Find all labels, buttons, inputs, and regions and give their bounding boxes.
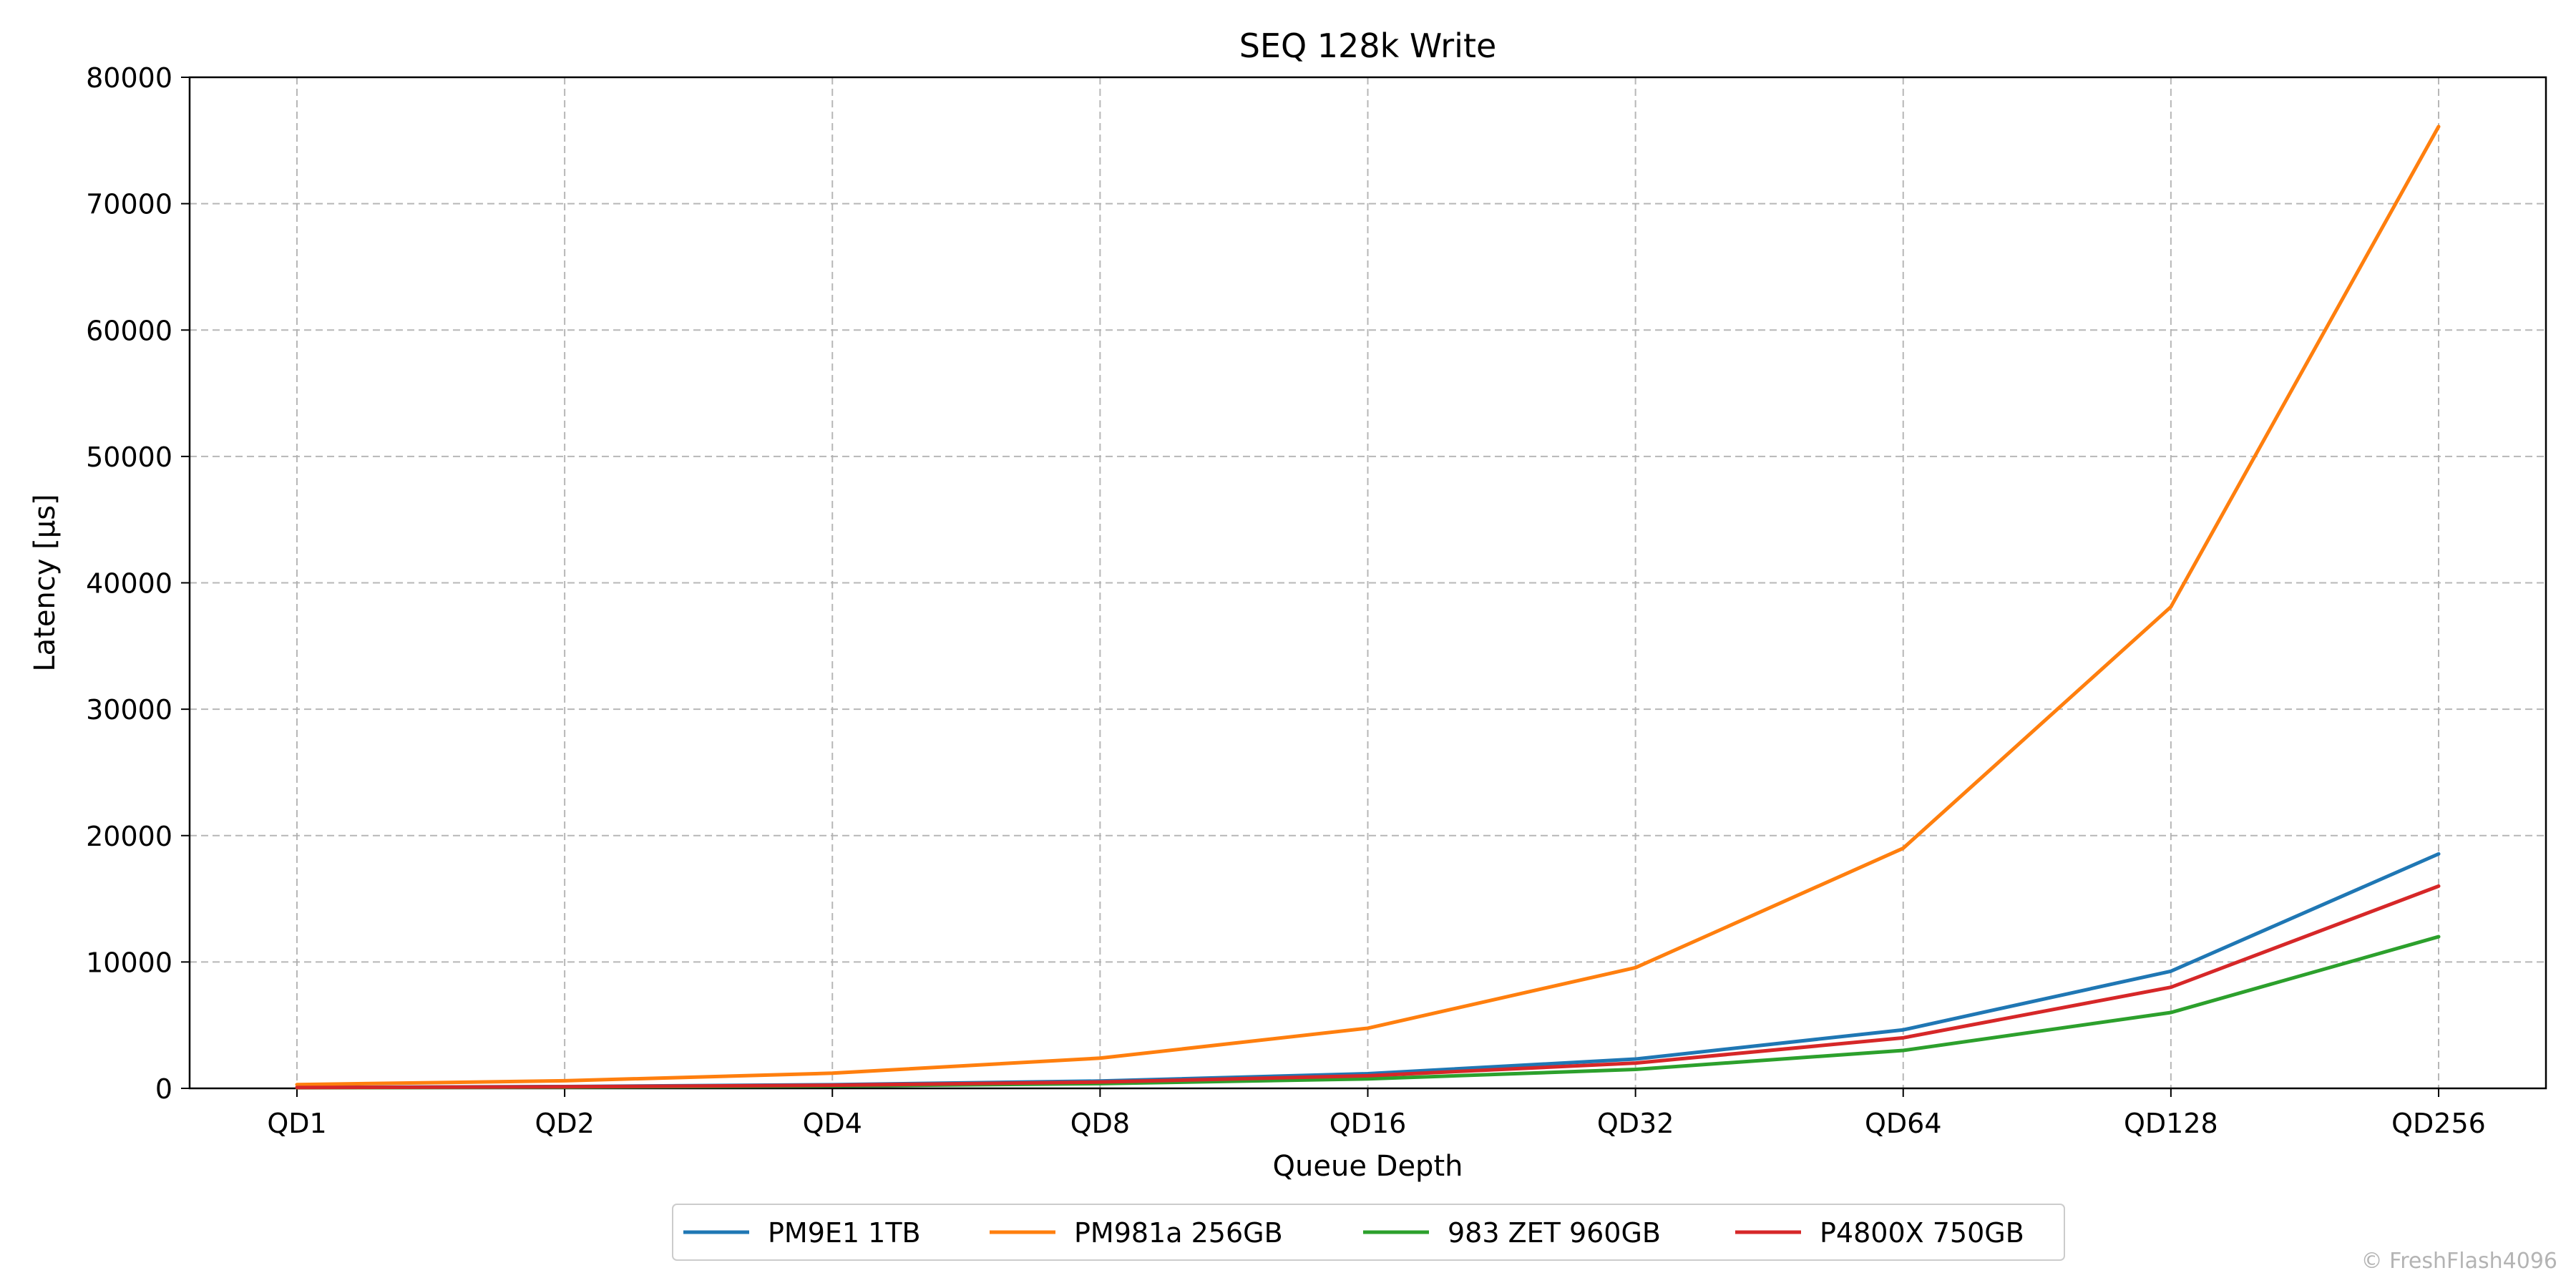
watermark: © FreshFlash4096 (2361, 1249, 2557, 1274)
x-tick-label: QD2 (535, 1108, 594, 1139)
chart-title: SEQ 128k Write (1239, 26, 1497, 65)
y-tick-label: 30000 (86, 694, 172, 726)
y-tick-label: 70000 (86, 189, 172, 220)
y-tick-label: 0 (155, 1073, 172, 1105)
legend-label-4: P4800X 750GB (1820, 1217, 2024, 1249)
legend-label-1: PM9E1 1TB (768, 1217, 921, 1249)
x-tick-label: QD128 (2124, 1108, 2218, 1139)
legend-label-3: 983 ZET 960GB (1448, 1217, 1661, 1249)
y-tick-label: 40000 (86, 568, 172, 600)
y-tick-label: 10000 (86, 947, 172, 978)
x-tick-label: QD16 (1330, 1108, 1407, 1139)
x-tick-label: QD4 (803, 1108, 862, 1139)
x-tick-label: QD8 (1070, 1108, 1130, 1139)
legend-label-2: PM981a 256GB (1074, 1217, 1283, 1249)
x-tick-label: QD256 (2391, 1108, 2486, 1139)
y-tick-label: 20000 (86, 821, 172, 852)
y-tick-label: 60000 (86, 315, 172, 346)
x-tick-label: QD1 (267, 1108, 326, 1139)
y-tick-label: 80000 (86, 62, 172, 94)
y-tick-label: 50000 (86, 441, 172, 473)
y-axis-label: Latency [µs] (29, 494, 62, 671)
x-axis-label: Queue Depth (1273, 1150, 1463, 1183)
x-tick-label: QD32 (1597, 1108, 1674, 1139)
x-tick-label: QD64 (1865, 1108, 1942, 1139)
